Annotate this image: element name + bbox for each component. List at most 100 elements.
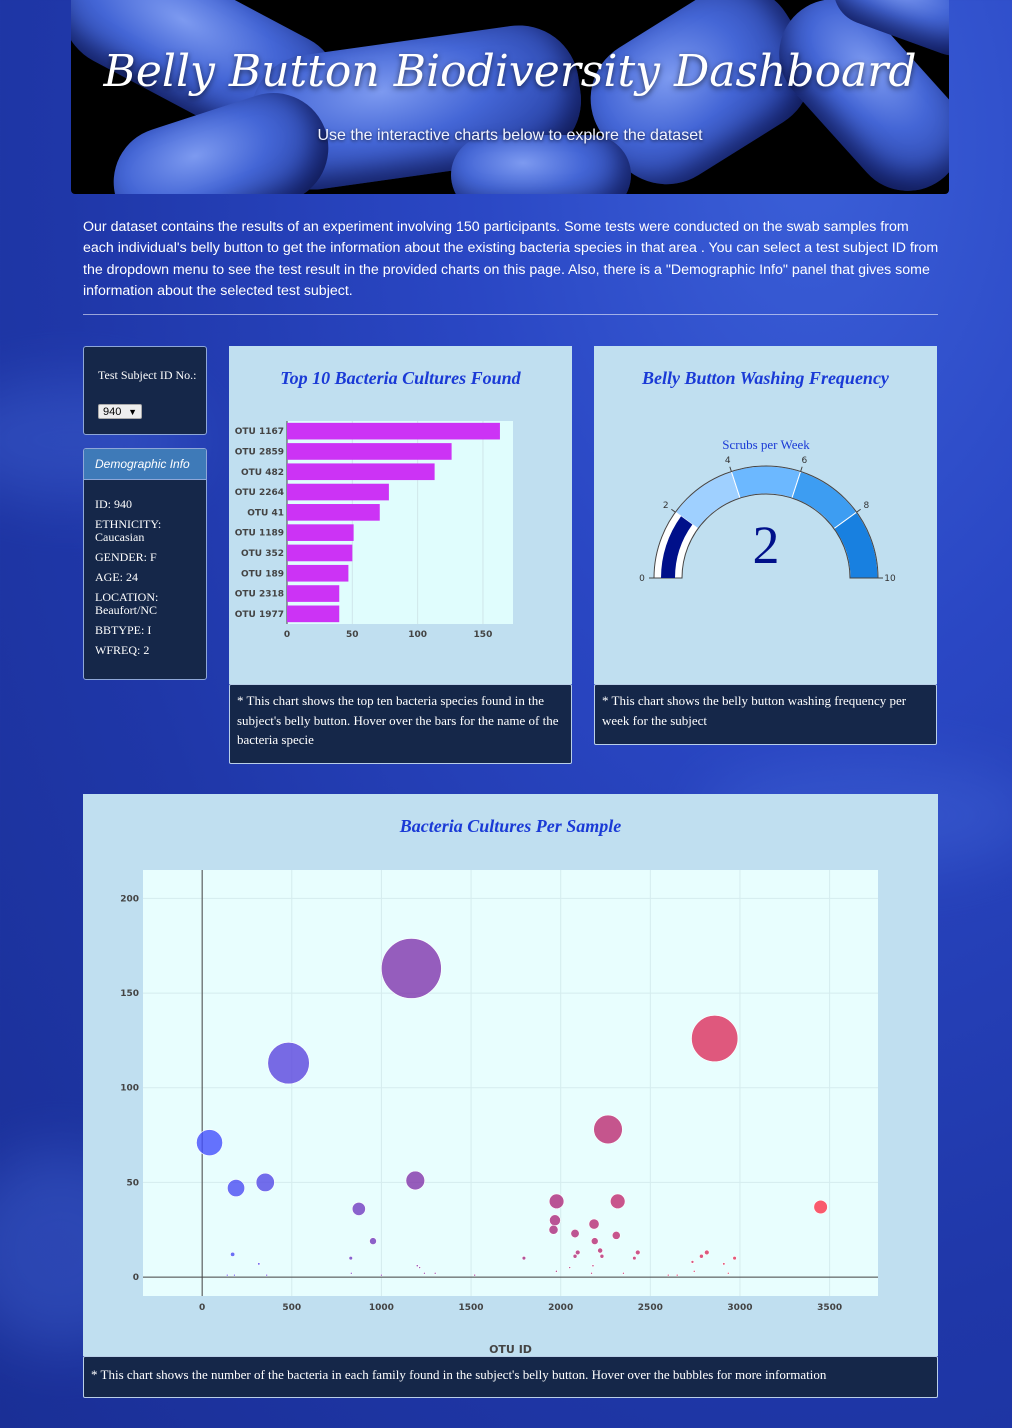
bar-category-label: OTU 41 [247,508,284,518]
gauge-tick [729,466,732,472]
bar[interactable] [287,544,353,562]
bubble[interactable] [381,938,442,999]
bar[interactable] [287,585,340,602]
bar-chart-card: Top 10 Bacteria Cultures Found 0 50 100 150… [229,346,572,684]
bubble[interactable] [230,1251,236,1257]
bar-category-label: OTU 352 [241,549,284,559]
bubble[interactable] [548,1224,559,1235]
bubble[interactable] [369,1237,377,1245]
bubble-y-tick-label: 0 [133,1273,139,1283]
gauge-tick-label: 2 [663,501,669,511]
bubble[interactable] [267,1042,310,1085]
bubble[interactable] [233,1273,236,1277]
bubble[interactable] [521,1255,527,1261]
bar-category-label: OTU 1189 [235,529,284,539]
bar-category-label: OTU 482 [241,468,284,478]
gauge-tick-label: 6 [801,456,807,466]
bubble-plot-area [143,870,878,1296]
bubble[interactable] [548,1193,565,1209]
bubble[interactable] [666,1273,670,1277]
bubble[interactable] [622,1271,625,1275]
bubble[interactable] [348,1255,353,1261]
bubble[interactable] [599,1253,605,1259]
bubble[interactable] [196,1129,223,1157]
bar[interactable] [287,483,389,501]
bar[interactable] [287,564,349,582]
bubble[interactable] [415,1264,419,1268]
bubble[interactable] [433,1271,437,1275]
bubble[interactable] [593,1114,623,1145]
bubble-chart[interactable]: 0 500 1000 1500 2000 2500 3000 3500 0 50 100 150 200… [83,794,938,1356]
demographic-id: ID: 940 [95,497,132,511]
bubble[interactable] [690,1260,695,1264]
bar[interactable] [287,443,452,460]
subject-id-value: 940 [103,406,122,418]
bubble[interactable] [423,1271,426,1275]
demographic-ethnicity: ETHNICITY: Caucasian [95,517,162,544]
intro-text: Our dataset contains the results of an e… [83,219,939,299]
bubble[interactable] [572,1253,578,1259]
bar-x-tick-label: 150 [474,630,493,640]
bubble[interactable] [568,1266,571,1269]
bubble[interactable] [727,1271,730,1275]
bubble[interactable] [380,1273,383,1277]
bubble[interactable] [351,1201,366,1216]
subject-id-dropdown[interactable]: 940 ▼ [98,404,142,419]
bar[interactable] [287,504,380,521]
bubble[interactable] [699,1253,704,1259]
bubble[interactable] [591,1264,595,1268]
bubble[interactable] [722,1262,726,1266]
bubble[interactable] [265,1273,268,1277]
bar-chart[interactable]: 0 50 100 150 OTU 1167 OTU 2859 OTU 482 OTU 2264… [229,346,572,684]
bubble-x-tick-label: 2500 [638,1303,663,1313]
bubble-x-tick-label: 1000 [369,1303,394,1313]
gauge-chart[interactable]: Scrubs per Week 0 2 4 6 8 10 2 [594,346,937,684]
bubble[interactable] [813,1199,828,1215]
bar[interactable] [287,422,500,440]
gauge-value-bar [661,516,693,578]
bubble[interactable] [704,1249,710,1256]
bubble-x-tick-label: 3500 [817,1303,842,1313]
bar-category-label: OTU 1977 [235,610,284,620]
divider [83,314,938,315]
bar-chart-title: Top 10 Bacteria Cultures Found [280,368,521,388]
bubble[interactable] [691,1015,739,1062]
subject-select-label: Test Subject ID No.: [98,368,197,382]
bubble[interactable] [611,1231,621,1240]
bubble-chart-note: * This chart shows the number of the bac… [83,1356,938,1398]
bubble[interactable] [732,1255,737,1261]
bubble[interactable] [405,1170,425,1191]
bubble[interactable] [549,1214,561,1227]
bubble[interactable] [473,1273,476,1277]
bubble[interactable] [570,1228,580,1239]
bubble[interactable] [675,1273,679,1277]
bar[interactable] [287,524,354,541]
bar[interactable] [287,605,340,623]
demographic-bbtype: BBTYPE: I [95,623,152,637]
bubble[interactable] [597,1247,604,1254]
bubble[interactable] [555,1270,558,1273]
bubble[interactable] [418,1266,421,1269]
bar[interactable] [287,463,435,481]
bubble[interactable] [257,1262,261,1266]
bubble[interactable] [632,1255,637,1261]
bubble[interactable] [225,1273,229,1277]
bubble[interactable] [350,1271,353,1275]
demographic-location: LOCATION: Beaufort/NC [95,590,159,617]
bubble[interactable] [255,1172,275,1192]
gauge-card: Belly Button Washing Frequency Scrubs pe… [594,346,937,684]
bar-category-label: OTU 2264 [235,488,284,498]
bubble[interactable] [590,1271,593,1275]
bubble[interactable] [692,1270,696,1273]
bubble[interactable] [588,1218,600,1230]
bubble-x-tick-label: 500 [282,1303,301,1313]
bubble[interactable] [590,1237,599,1245]
gauge-value: 2 [753,515,780,575]
bubble[interactable] [575,1249,581,1256]
bubble[interactable] [610,1193,626,1209]
bubble-chart-title: Bacteria Cultures Per Sample [399,816,622,836]
bubble[interactable] [227,1179,245,1198]
bubble-x-tick-label: 3000 [727,1303,752,1313]
bubble[interactable] [635,1249,641,1256]
bar-category-label: OTU 2318 [235,590,284,600]
